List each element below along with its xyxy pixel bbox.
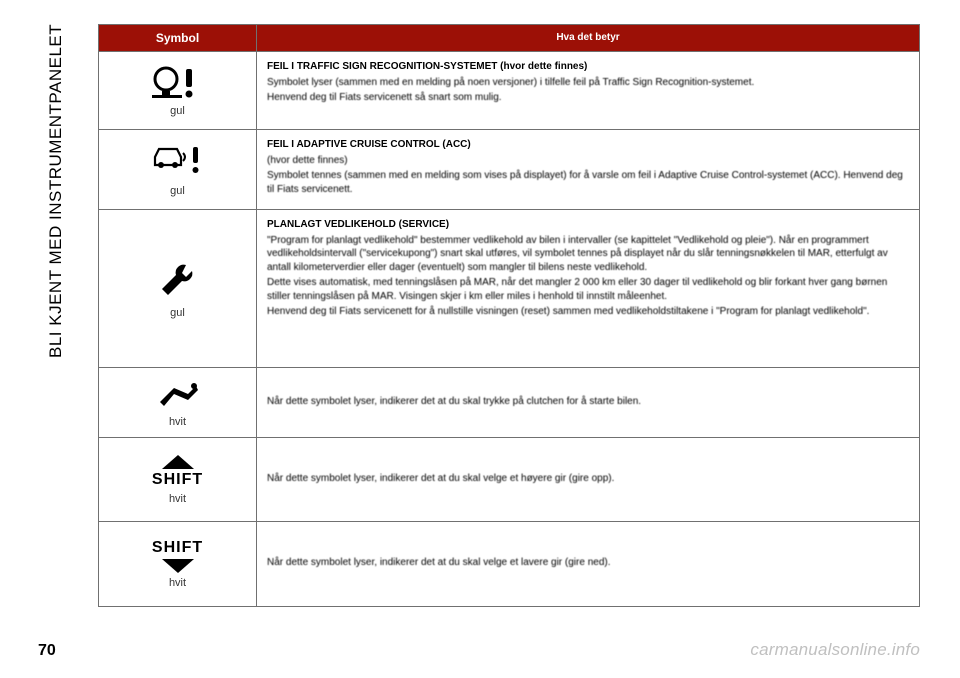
row-body-line: "Program for planlagt vedlikehold" beste… <box>267 234 909 275</box>
symbol-cell-acc: gul <box>99 130 257 209</box>
row-body-line: Henvend deg til Fiats servicenett så sna… <box>267 91 909 105</box>
row-body-line: Dette vises automatisk, med tenningslåse… <box>267 276 909 303</box>
color-label: gul <box>170 307 185 319</box>
row-title: PLANLAGT VEDLIKEHOLD (SERVICE) <box>267 219 449 230</box>
clutch-pedal-icon <box>154 378 202 412</box>
page-number: 70 <box>38 642 56 660</box>
symbol-cell-shift-up: SHIFT hvit <box>99 438 257 521</box>
row-body-line: Når dette symbolet lyser, indikerer det … <box>267 395 641 409</box>
traffic-sign-fault-icon <box>152 65 204 101</box>
shift-down-icon: SHIFT <box>152 539 203 573</box>
wrench-icon <box>156 259 200 303</box>
table-row: gul PLANLAGT VEDLIKEHOLD (SERVICE) "Prog… <box>99 210 919 368</box>
table-row: gul FEIL I ADAPTIVE CRUISE CONTROL (ACC)… <box>99 130 919 210</box>
color-label: hvit <box>169 493 186 505</box>
text-cell: FEIL I ADAPTIVE CRUISE CONTROL (ACC) (hv… <box>257 130 919 209</box>
text-cell: PLANLAGT VEDLIKEHOLD (SERVICE) "Program … <box>257 210 919 367</box>
color-label: hvit <box>169 416 186 428</box>
row-body-line: Symbolet lyser (sammen med en melding på… <box>267 76 909 90</box>
shift-label: SHIFT <box>152 539 203 557</box>
symbol-cell-service: gul <box>99 210 257 367</box>
row-body-line: Når dette symbolet lyser, indikerer det … <box>267 556 611 570</box>
shift-label: SHIFT <box>152 471 203 489</box>
symbol-cell-shift-down: SHIFT hvit <box>99 522 257 606</box>
row-title: FEIL I ADAPTIVE CRUISE CONTROL (ACC) <box>267 139 471 150</box>
text-cell: FEIL I TRAFFIC SIGN RECOGNITION-SYSTEMET… <box>257 52 919 129</box>
row-body-line: Henvend deg til Fiats servicenett for å … <box>267 305 909 319</box>
row-title: FEIL I TRAFFIC SIGN RECOGNITION-SYSTEMET… <box>267 61 587 72</box>
table-header-row: Symbol Hva det betyr <box>99 25 919 52</box>
table-row: hvit Når dette symbolet lyser, indikerer… <box>99 368 919 438</box>
symbol-cell-clutch: hvit <box>99 368 257 437</box>
table-row: SHIFT hvit Når dette symbolet lyser, ind… <box>99 522 919 606</box>
row-body-line: (hvor dette finnes) <box>267 154 909 168</box>
color-label: hvit <box>169 577 186 589</box>
table-row: gul FEIL I TRAFFIC SIGN RECOGNITION-SYST… <box>99 52 919 130</box>
footer-watermark: carmanualsonline.info <box>750 640 920 660</box>
row-body-line: Symbolet tennes (sammen med en melding s… <box>267 169 909 196</box>
header-symbol: Symbol <box>99 25 257 51</box>
row-body-line: Når dette symbolet lyser, indikerer det … <box>267 472 614 486</box>
acc-fault-icon <box>149 143 207 181</box>
shift-up-icon: SHIFT <box>152 455 203 489</box>
page: BLI KJENT MED INSTRUMENTPANELET Symbol H… <box>0 0 960 678</box>
warning-table: Symbol Hva det betyr gul FEIL I TRAF <box>98 24 920 607</box>
text-cell: Når dette symbolet lyser, indikerer det … <box>257 522 919 606</box>
symbol-cell-traffic-sign: gul <box>99 52 257 129</box>
color-label: gul <box>170 185 185 197</box>
color-label: gul <box>170 105 185 117</box>
header-meaning: Hva det betyr <box>257 25 919 51</box>
table-row: SHIFT hvit Når dette symbolet lyser, ind… <box>99 438 919 522</box>
section-title-vertical: BLI KJENT MED INSTRUMENTPANELET <box>44 24 68 564</box>
text-cell: Når dette symbolet lyser, indikerer det … <box>257 368 919 437</box>
text-cell: Når dette symbolet lyser, indikerer det … <box>257 438 919 521</box>
